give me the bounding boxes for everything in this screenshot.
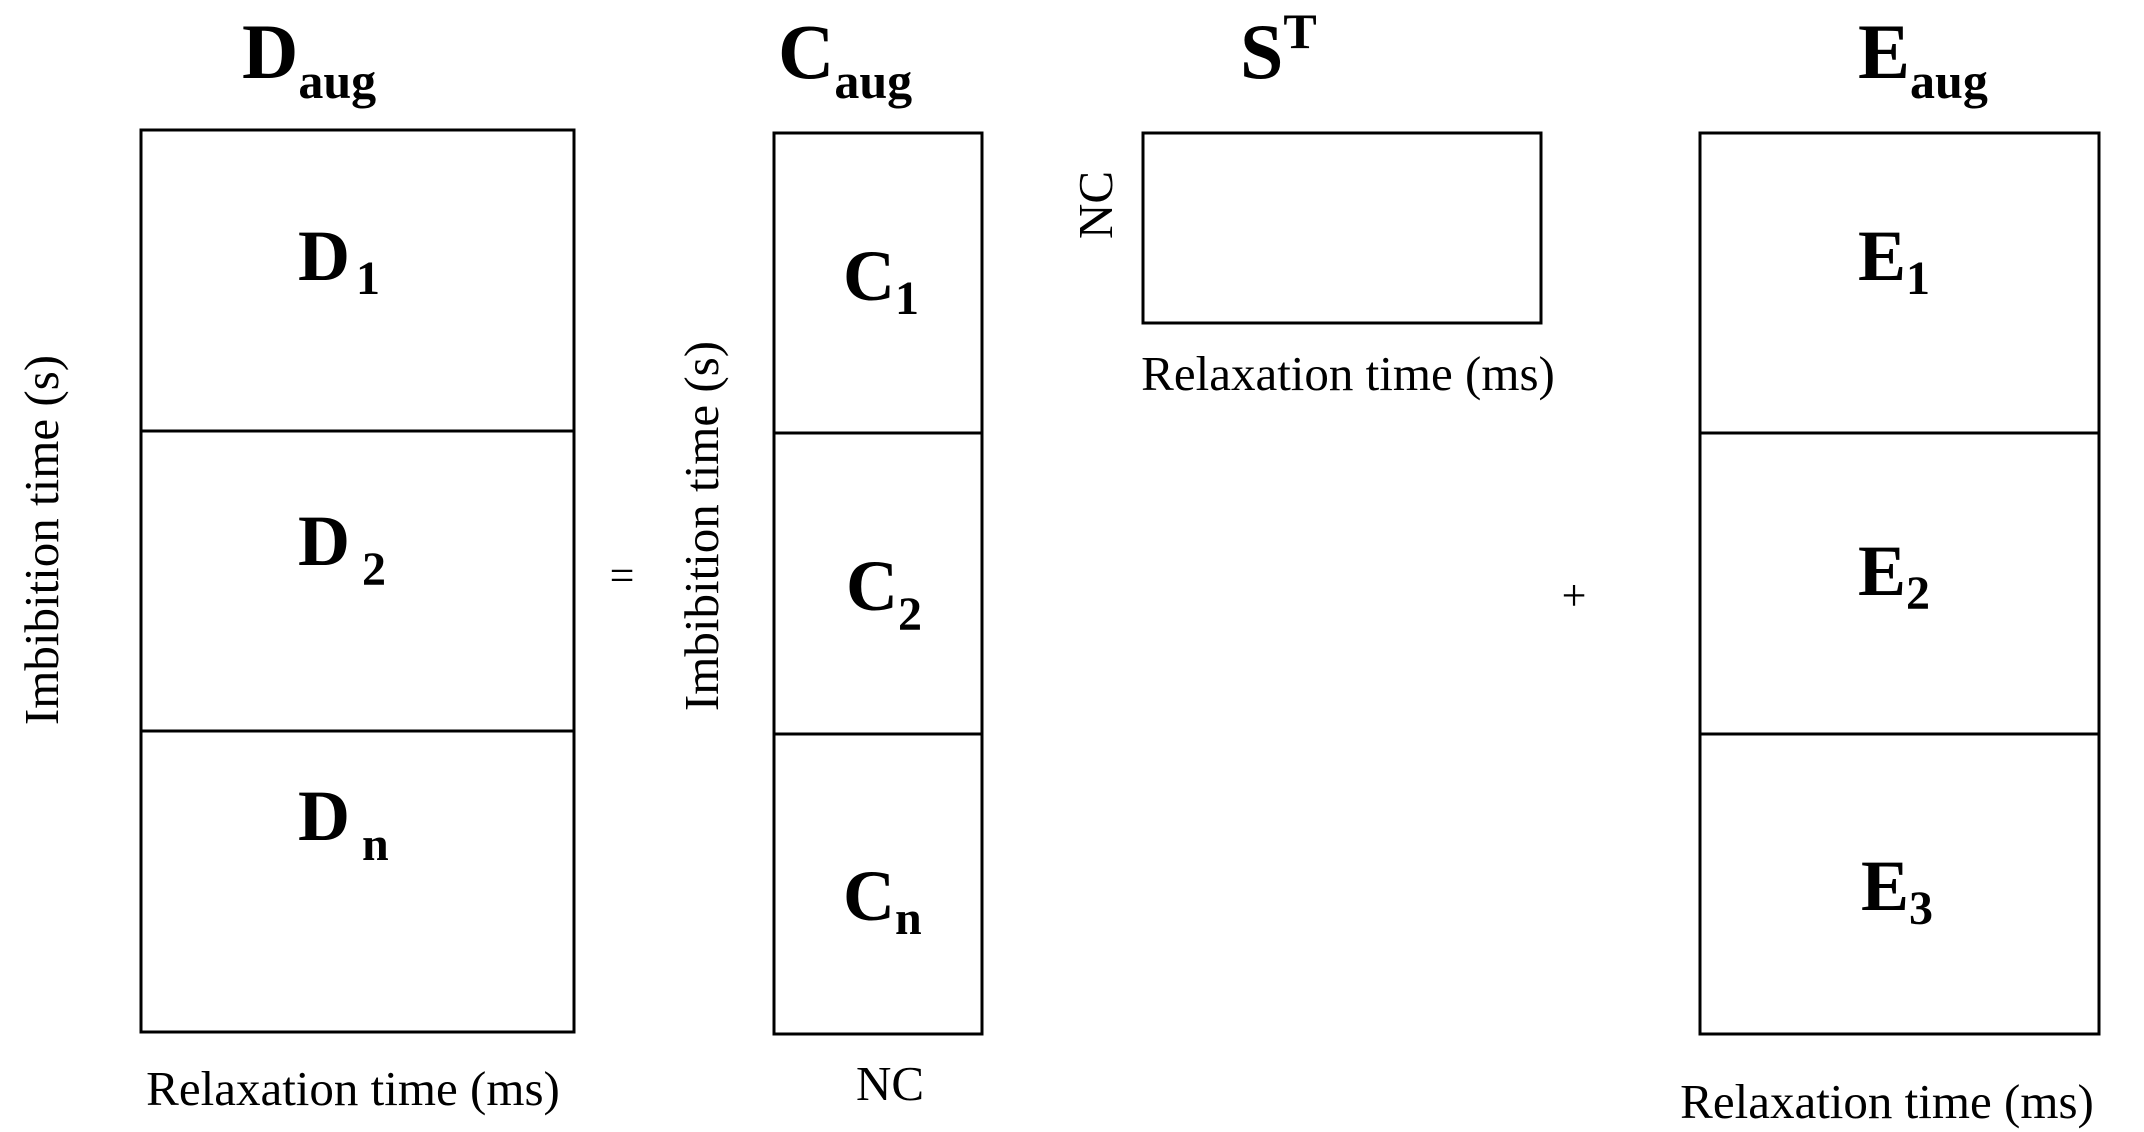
row-axis-label: NC	[1068, 171, 1123, 239]
column-axis-label: Relaxation time (ms)	[146, 1061, 560, 1116]
matrix-title: ST	[1240, 3, 1317, 95]
block-label: E3	[1861, 846, 1933, 935]
matrix-title: Caug	[778, 8, 912, 109]
block-label: C1	[843, 236, 919, 325]
block-label: Cn	[843, 856, 922, 945]
row-axis-label: Imbibition time (s)	[674, 341, 729, 711]
matrix-title: Daug	[242, 8, 376, 109]
block-label: C2	[846, 546, 922, 641]
operator: +	[1562, 571, 1587, 620]
column-axis-label: NC	[856, 1056, 924, 1111]
column-axis-label: Relaxation time (ms)	[1141, 346, 1555, 401]
block-label: E1	[1858, 216, 1930, 305]
column-axis-label: Relaxation time (ms)	[1680, 1074, 2094, 1129]
matrix-box	[1141, 131, 1543, 325]
block-label: E2	[1858, 531, 1930, 620]
matrix-box	[772, 131, 984, 1036]
matrix-box	[1698, 131, 2101, 1036]
operator: =	[610, 551, 635, 600]
row-axis-label: Imbibition time (s)	[14, 355, 69, 725]
matrix-title: Eaug	[1858, 8, 1988, 109]
matrix-box	[139, 128, 576, 1034]
